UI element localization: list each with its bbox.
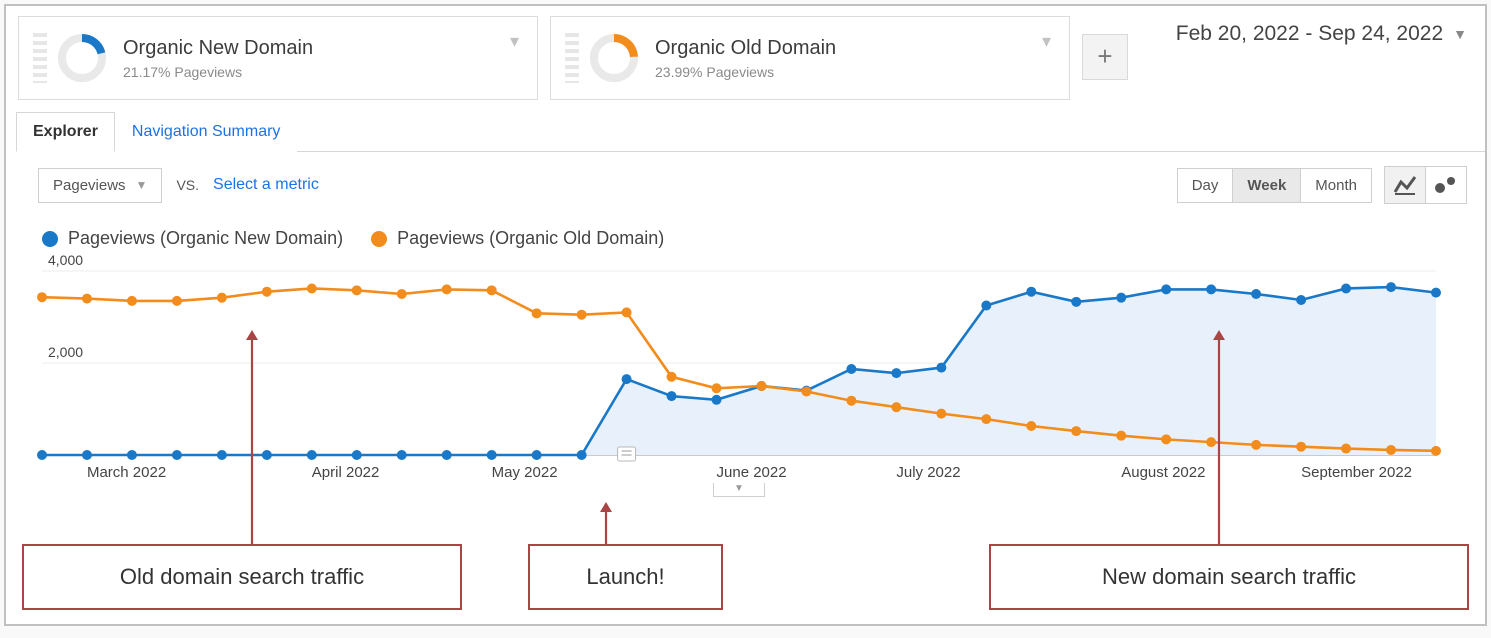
segment-ring-icon bbox=[589, 33, 639, 83]
chart-legend: Pageviews (Organic New Domain) Pageviews … bbox=[6, 204, 1485, 255]
tab-explorer[interactable]: Explorer bbox=[16, 112, 115, 152]
motion-chart-icon bbox=[1434, 174, 1458, 196]
expand-handle[interactable]: ▼ bbox=[713, 483, 765, 497]
annotation-box: New domain search traffic bbox=[989, 544, 1469, 610]
svg-text:2,000: 2,000 bbox=[48, 344, 83, 360]
drag-handle-icon[interactable] bbox=[565, 33, 579, 83]
svg-text:September 2022: September 2022 bbox=[1301, 464, 1412, 481]
tabs-row: Explorer Navigation Summary bbox=[6, 112, 1485, 152]
segment-title: Organic Old Domain bbox=[655, 37, 836, 60]
annotation-box: Old domain search traffic bbox=[22, 544, 462, 610]
granularity-month-button[interactable]: Month bbox=[1300, 168, 1372, 203]
line-chart: 2,000 4,000 March 2022 April 2022 May 2022 Ju… bbox=[6, 255, 1446, 485]
segment-card-new-domain[interactable]: Organic New Domain 21.17% Pageviews ▾ bbox=[18, 16, 538, 100]
svg-text:April 2022: April 2022 bbox=[312, 464, 380, 481]
svg-text:July 2022: July 2022 bbox=[896, 464, 960, 481]
svg-text:4,000: 4,000 bbox=[48, 255, 83, 268]
top-row: Organic New Domain 21.17% Pageviews ▾ Or… bbox=[6, 6, 1485, 100]
segment-subtitle: 23.99% Pageviews bbox=[655, 64, 836, 80]
chart-area: 2,000 4,000 March 2022 April 2022 May 2022 Ju… bbox=[6, 255, 1485, 624]
analytics-panel: Organic New Domain 21.17% Pageviews ▾ Or… bbox=[4, 4, 1487, 626]
annotation-box: Launch! bbox=[528, 544, 723, 610]
segment-text: Organic New Domain 21.17% Pageviews bbox=[123, 37, 313, 80]
svg-text:June 2022: June 2022 bbox=[717, 464, 787, 481]
segment-text: Organic Old Domain 23.99% Pageviews bbox=[655, 37, 836, 80]
vs-label: VS. bbox=[176, 177, 199, 193]
granularity-week-button[interactable]: Week bbox=[1232, 168, 1301, 203]
annotation-arrow-icon bbox=[1211, 330, 1227, 544]
metric-row: Pageviews ▼ VS. Select a metric DayWeekM… bbox=[6, 152, 1485, 204]
tab-underline bbox=[297, 151, 1485, 152]
line-chart-icon bbox=[1393, 174, 1417, 196]
annotation-arrow-icon bbox=[598, 502, 614, 544]
segment-title: Organic New Domain bbox=[123, 37, 313, 60]
primary-metric-label: Pageviews bbox=[53, 177, 126, 194]
annotation-arrow-icon bbox=[244, 330, 260, 544]
date-range-picker[interactable]: Feb 20, 2022 - Sep 24, 2022 ▼ bbox=[1176, 22, 1473, 46]
primary-metric-dropdown[interactable]: Pageviews ▼ bbox=[38, 168, 162, 203]
granularity-group: DayWeekMonth bbox=[1177, 168, 1372, 203]
svg-text:May 2022: May 2022 bbox=[492, 464, 558, 481]
chevron-down-icon: ▼ bbox=[136, 178, 148, 192]
tab-navigation-summary[interactable]: Navigation Summary bbox=[115, 112, 298, 152]
add-segment-button[interactable]: + bbox=[1082, 34, 1128, 80]
chart-type-motion-button[interactable] bbox=[1425, 166, 1467, 204]
date-range-label: Feb 20, 2022 - Sep 24, 2022 bbox=[1176, 22, 1443, 46]
svg-text:August 2022: August 2022 bbox=[1121, 464, 1205, 481]
segment-card-old-domain[interactable]: Organic Old Domain 23.99% Pageviews ▾ bbox=[550, 16, 1070, 100]
legend-item: Pageviews (Organic Old Domain) bbox=[371, 228, 664, 249]
svg-text:March 2022: March 2022 bbox=[87, 464, 166, 481]
granularity-day-button[interactable]: Day bbox=[1177, 168, 1234, 203]
chevron-down-icon[interactable]: ▾ bbox=[1042, 31, 1051, 52]
legend-item: Pageviews (Organic New Domain) bbox=[42, 228, 343, 249]
drag-handle-icon[interactable] bbox=[33, 33, 47, 83]
chart-type-line-button[interactable] bbox=[1384, 166, 1426, 204]
select-secondary-metric-link[interactable]: Select a metric bbox=[213, 176, 319, 194]
chevron-down-icon[interactable]: ▾ bbox=[510, 31, 519, 52]
chevron-down-icon: ▼ bbox=[1453, 26, 1467, 42]
segment-ring-icon bbox=[57, 33, 107, 83]
segment-subtitle: 21.17% Pageviews bbox=[123, 64, 313, 80]
